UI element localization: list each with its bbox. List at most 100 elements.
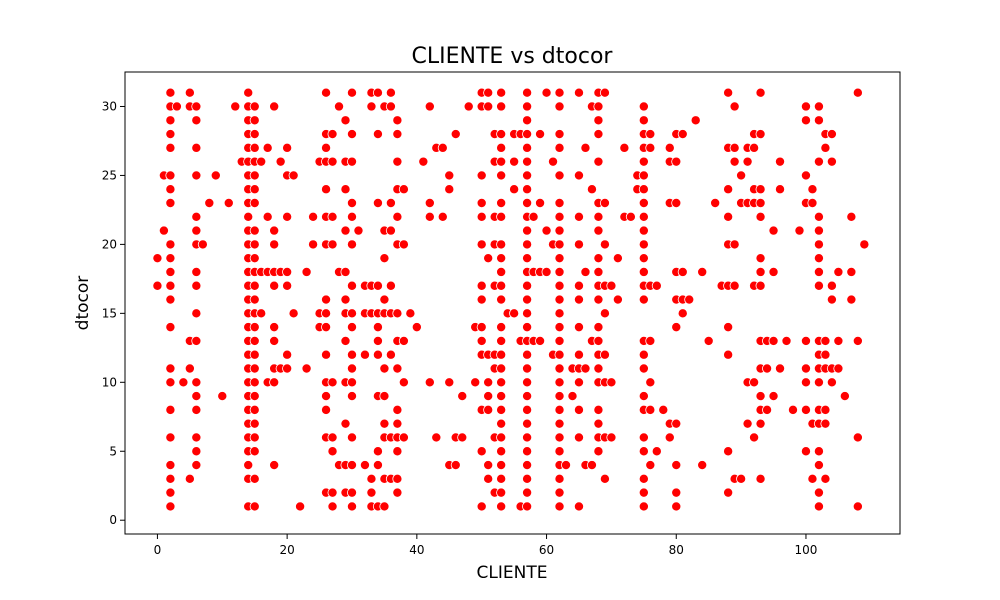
data-point [476, 446, 487, 457]
data-point [191, 377, 202, 388]
data-point [165, 266, 176, 277]
data-point [346, 349, 357, 360]
data-point [346, 156, 357, 167]
data-point [476, 322, 487, 333]
data-point [249, 294, 260, 305]
data-point [593, 253, 604, 264]
data-point [372, 460, 383, 471]
data-point [496, 446, 507, 457]
data-point [522, 418, 533, 429]
data-point [165, 170, 176, 181]
x-tick-label: 20 [279, 543, 294, 557]
data-point [483, 253, 494, 264]
data-point [483, 87, 494, 98]
data-point [385, 280, 396, 291]
y-tick-label: 30 [102, 99, 117, 113]
data-point [496, 239, 507, 250]
data-point [152, 253, 163, 264]
data-point [346, 308, 357, 319]
data-point [372, 322, 383, 333]
data-point [522, 308, 533, 319]
data-point [800, 101, 811, 112]
x-axis-ticks: 0 20 40 60 80 100 [154, 534, 817, 557]
data-point [664, 142, 675, 153]
data-point [191, 391, 202, 402]
data-point [392, 487, 403, 498]
data-point [522, 129, 533, 140]
data-point [554, 487, 565, 498]
data-point [346, 239, 357, 250]
data-point [249, 170, 260, 181]
data-point [768, 335, 779, 346]
data-point [522, 391, 533, 402]
data-point [366, 101, 377, 112]
data-point [522, 377, 533, 388]
data-point [372, 446, 383, 457]
data-point [327, 377, 338, 388]
data-point [638, 115, 649, 126]
data-point [295, 501, 306, 512]
data-point [392, 115, 403, 126]
data-point [593, 101, 604, 112]
data-point [191, 308, 202, 319]
data-point [372, 198, 383, 209]
data-point [165, 363, 176, 374]
data-point [852, 501, 863, 512]
x-axis-label: CLIENTE [477, 563, 548, 583]
data-point [152, 280, 163, 291]
data-point [243, 211, 254, 222]
data-point [424, 377, 435, 388]
data-point [599, 87, 610, 98]
data-point [372, 129, 383, 140]
data-point [496, 391, 507, 402]
data-point [742, 418, 753, 429]
data-point [191, 266, 202, 277]
data-point [522, 294, 533, 305]
data-point [191, 101, 202, 112]
data-point [346, 391, 357, 402]
data-point [346, 129, 357, 140]
data-point [191, 115, 202, 126]
data-point [476, 198, 487, 209]
data-point [366, 487, 377, 498]
data-point [282, 363, 293, 374]
data-point [249, 473, 260, 484]
data-point [781, 335, 792, 346]
data-point [522, 239, 533, 250]
data-point [476, 335, 487, 346]
data-point [846, 294, 857, 305]
data-point [820, 404, 831, 415]
data-point [554, 418, 565, 429]
data-point [476, 280, 487, 291]
data-point [522, 460, 533, 471]
data-point [165, 322, 176, 333]
data-point [522, 280, 533, 291]
data-point [554, 87, 565, 98]
data-point [269, 101, 280, 112]
data-point [522, 322, 533, 333]
data-point [476, 294, 487, 305]
data-point [476, 211, 487, 222]
data-point [852, 335, 863, 346]
data-point [249, 129, 260, 140]
data-point [671, 418, 682, 429]
data-point [742, 156, 753, 167]
data-point [638, 446, 649, 457]
data-point [398, 239, 409, 250]
data-point [191, 142, 202, 153]
data-point [749, 432, 760, 443]
data-point [522, 225, 533, 236]
data-point [301, 363, 312, 374]
data-point [528, 211, 539, 222]
x-tick-label: 40 [409, 543, 424, 557]
data-point [638, 253, 649, 264]
data-point [372, 280, 383, 291]
data-point [593, 335, 604, 346]
data-point [496, 487, 507, 498]
data-point [554, 294, 565, 305]
data-point [184, 473, 195, 484]
data-point [561, 460, 572, 471]
data-point [346, 280, 357, 291]
data-point [813, 501, 824, 512]
data-point [638, 363, 649, 374]
